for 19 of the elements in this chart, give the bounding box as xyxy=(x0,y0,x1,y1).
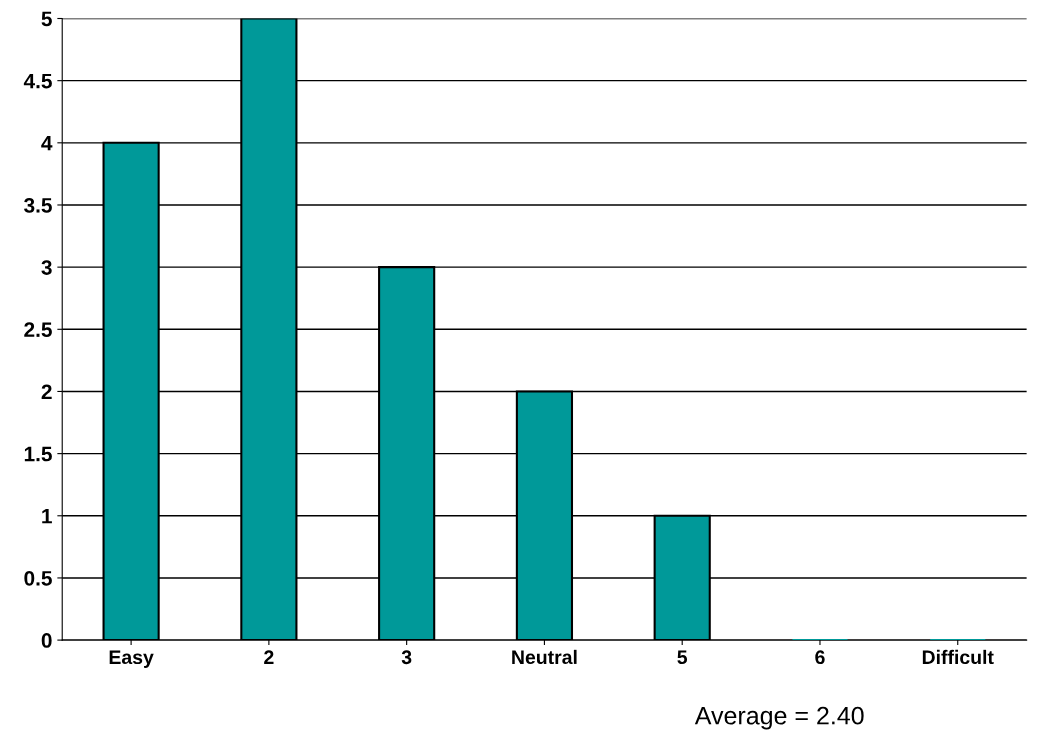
x-tick-label: 5 xyxy=(677,650,688,665)
x-tick-label: Easy xyxy=(109,650,154,668)
y-tick-label: 2 xyxy=(41,384,52,400)
x-tick-label: 6 xyxy=(815,650,825,665)
x-tick-label: 2 xyxy=(264,650,274,664)
y-tick-label: 3 xyxy=(41,260,52,275)
y-tick-label: 3.5 xyxy=(24,197,52,213)
y-tick-label: 5 xyxy=(41,11,52,27)
y-tick-label: 1 xyxy=(42,509,52,524)
y-tick-label: 0 xyxy=(41,633,52,648)
y-tick-label: 2.5 xyxy=(24,322,52,338)
y-tick-label: 4.5 xyxy=(23,73,52,89)
text: Average = 2.40 xyxy=(694,706,864,730)
y-tick-label: 1.5 xyxy=(24,446,52,462)
x-tick-label: 3 xyxy=(401,650,412,665)
y-tick-label: 4 xyxy=(41,136,53,151)
y-tick-label: 0.5 xyxy=(24,570,52,586)
x-tick-label: Neutral xyxy=(512,649,577,665)
x-tick-label: Difficult xyxy=(922,649,994,665)
